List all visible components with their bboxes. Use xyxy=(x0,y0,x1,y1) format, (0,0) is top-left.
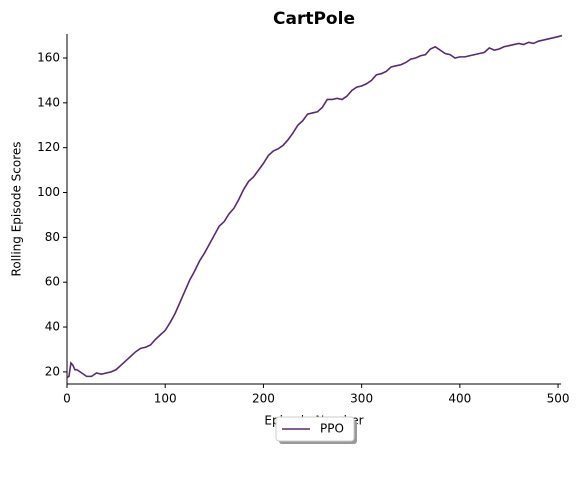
x-tick-label: 500 xyxy=(547,392,570,406)
y-tick-label: 140 xyxy=(37,95,60,109)
line xyxy=(66,34,563,379)
x-tick-label: 200 xyxy=(252,392,275,406)
y-tick-label: 60 xyxy=(45,275,60,289)
x-tick-label: 300 xyxy=(350,392,373,406)
y-tick-label: 20 xyxy=(45,364,60,378)
y-tick-label: 120 xyxy=(37,140,60,154)
y-tick-label: 80 xyxy=(45,230,60,244)
x-tick-label: 400 xyxy=(448,392,471,406)
y-tick-label: 160 xyxy=(37,50,60,64)
x-tick-label: 0 xyxy=(63,392,71,406)
chart-title: CartPole xyxy=(273,9,355,29)
x-tick-label: 100 xyxy=(154,392,177,406)
y-tick-label: 100 xyxy=(37,185,60,199)
legend xyxy=(275,416,355,442)
y-axis-label: Rolling Episode Scores xyxy=(10,142,24,277)
legend-label: PPO xyxy=(320,422,344,436)
y-tick-label: 40 xyxy=(45,320,60,334)
